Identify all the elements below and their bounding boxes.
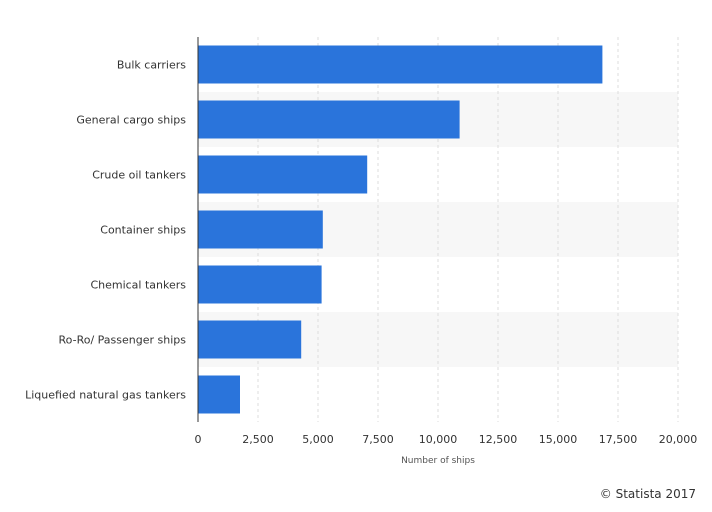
bar[interactable] [198,210,323,249]
x-tick-label: 15,000 [539,433,578,446]
bar[interactable] [198,100,460,139]
x-tick-label: 2,500 [242,433,274,446]
category-label: Container ships [100,224,186,237]
x-tick-label: 7,500 [362,433,394,446]
category-labels: Bulk carriers General cargo ships Crude oi… [25,59,186,402]
category-label: General cargo ships [76,114,186,127]
category-label: Crude oil tankers [92,169,186,182]
statista-credit[interactable]: © Statista 2017 [599,487,696,501]
bar[interactable] [198,155,368,194]
bar[interactable] [198,375,240,414]
x-tick-label: 20,000 [659,433,698,446]
bars [198,45,603,414]
bar[interactable] [198,265,322,304]
category-label: Ro-Ro/ Passenger ships [59,334,187,347]
x-tick-label: 17,500 [599,433,638,446]
x-tick-label: 0 [195,433,202,446]
x-tick-label: 5,000 [302,433,334,446]
category-label: Chemical tankers [90,279,186,292]
category-label: Bulk carriers [117,59,186,72]
bar[interactable] [198,320,302,359]
category-label: Liquefied natural gas tankers [25,389,186,402]
x-axis-title: Number of ships [401,456,475,466]
x-tick-labels: 0 2,500 5,000 7,500 10,000 12,500 15,000 17,500… [195,433,698,446]
x-tick-label: 10,000 [419,433,458,446]
x-tick-label: 12,500 [479,433,518,446]
bar[interactable] [198,45,603,84]
